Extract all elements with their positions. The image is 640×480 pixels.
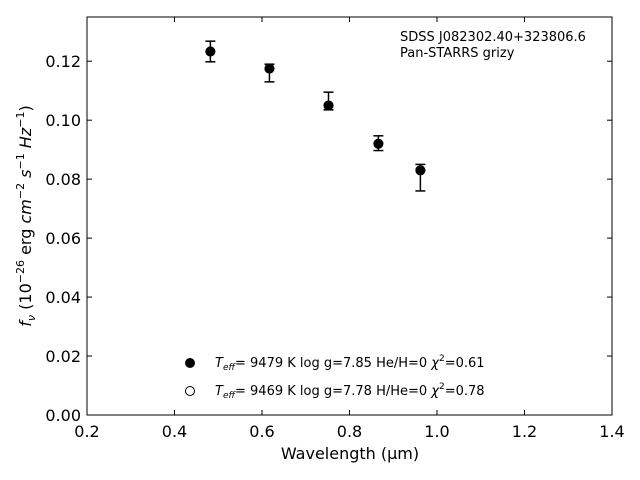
plot-marks (205, 40, 426, 192)
x-tick-label: 0.8 (337, 422, 362, 441)
legend-entry-2: Teff= 9469 K log g=7.78 H/He=0 χ2=0.78 (215, 382, 485, 401)
x-tick-label: 0.4 (162, 422, 187, 441)
model-point-filled (373, 138, 384, 149)
x-axis: 0.2 0.4 0.6 0.8 1.0 1.2 1.4 (74, 17, 625, 441)
legend: Teff= 9479 K log g=7.85 He/H=0 χ2=0.61 T… (185, 354, 485, 401)
annotation-survey: Pan-STARRS grizy (400, 46, 515, 61)
x-axis-label: Wavelength (μm) (281, 444, 419, 463)
y-tick-label: 0.08 (45, 170, 81, 189)
model-point-filled (264, 63, 275, 74)
y-tick-label: 0.12 (45, 52, 81, 71)
y-tick-label: 0.00 (45, 406, 81, 425)
x-tick-label: 1.0 (424, 422, 449, 441)
model-point-filled (415, 165, 426, 176)
y-tick-label: 0.04 (45, 288, 81, 307)
x-tick-label: 1.2 (512, 422, 537, 441)
x-tick-label: 1.4 (599, 422, 624, 441)
x-tick-label: 0.6 (249, 422, 274, 441)
legend-marker-open (185, 386, 195, 396)
y-axis-label: fν (10−26 erg cm−2 s−1 Hz−1) (14, 105, 38, 326)
legend-entry-1: Teff= 9479 K log g=7.85 He/H=0 χ2=0.61 (215, 354, 485, 373)
model-point-filled (323, 100, 334, 111)
annotation-object-name: SDSS J082302.40+323806.6 (400, 30, 586, 45)
y-tick-label: 0.06 (45, 229, 81, 248)
y-axis: 0.00 0.02 0.04 0.06 0.08 0.10 0.12 (45, 52, 612, 425)
y-tick-label: 0.02 (45, 347, 81, 366)
legend-marker-filled (185, 358, 195, 368)
model-point-filled (205, 46, 216, 57)
x-tick-label: 0.2 (74, 422, 99, 441)
y-tick-label: 0.10 (45, 111, 81, 130)
